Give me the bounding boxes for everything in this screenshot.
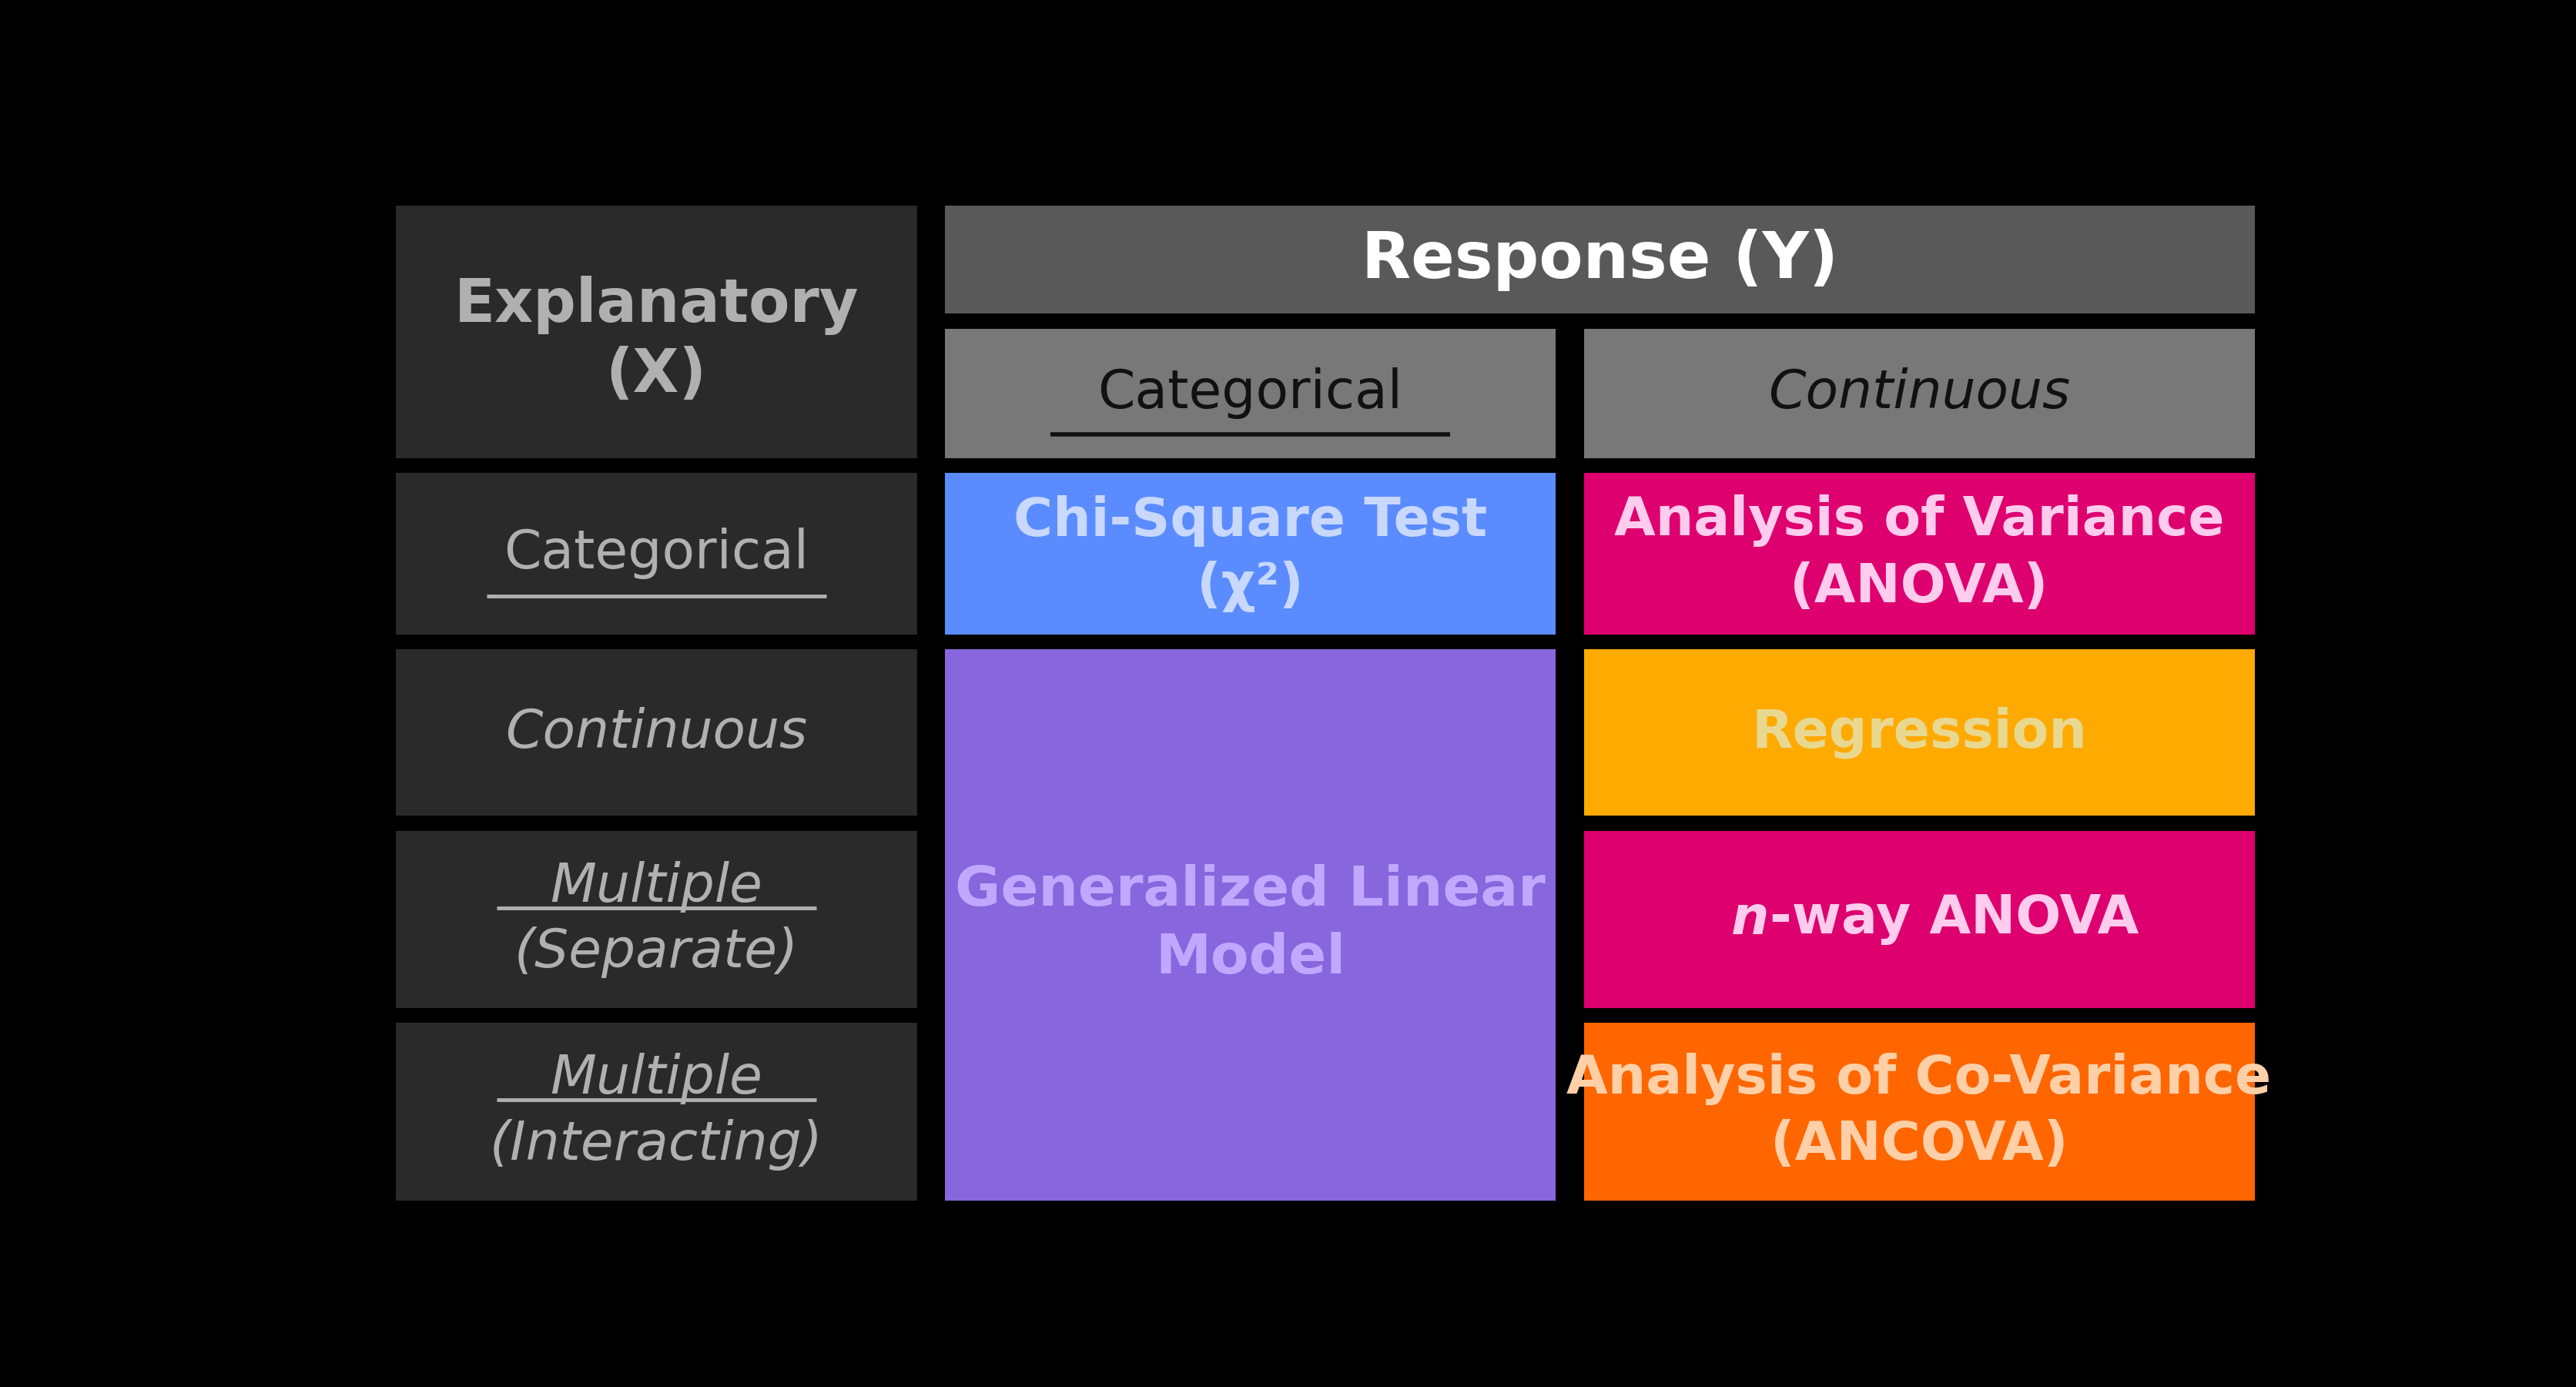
Text: Multiple
(Interacting): Multiple (Interacting) [489, 1053, 824, 1171]
FancyBboxPatch shape [397, 473, 917, 634]
Text: Explanatory: Explanatory [453, 276, 858, 334]
Text: Categorical: Categorical [505, 528, 809, 580]
FancyBboxPatch shape [397, 649, 917, 816]
Text: Regression: Regression [1752, 706, 2087, 759]
Text: Analysis of Co-Variance
(ANCOVA): Analysis of Co-Variance (ANCOVA) [1566, 1053, 2272, 1171]
FancyBboxPatch shape [1584, 473, 2254, 634]
Text: n: n [1731, 893, 1770, 945]
FancyBboxPatch shape [1584, 1024, 2254, 1200]
FancyBboxPatch shape [945, 649, 1556, 1200]
FancyBboxPatch shape [945, 473, 1556, 634]
FancyBboxPatch shape [1584, 831, 2254, 1008]
Text: Categorical: Categorical [1097, 368, 1404, 419]
Text: Analysis of Variance
(ANOVA): Analysis of Variance (ANOVA) [1615, 494, 2223, 613]
FancyBboxPatch shape [945, 329, 1556, 458]
Text: (X): (X) [605, 345, 706, 404]
Text: Response (Y): Response (Y) [1360, 229, 1839, 291]
FancyBboxPatch shape [1584, 649, 2254, 816]
Text: -way ANOVA: -way ANOVA [1770, 893, 2138, 945]
Text: Multiple
(Separate): Multiple (Separate) [515, 860, 799, 978]
Text: Continuous: Continuous [505, 706, 806, 759]
FancyBboxPatch shape [397, 205, 917, 458]
FancyBboxPatch shape [397, 831, 917, 1008]
FancyBboxPatch shape [1584, 329, 2254, 458]
FancyBboxPatch shape [945, 205, 2254, 313]
Text: Generalized Linear
Model: Generalized Linear Model [956, 864, 1546, 985]
FancyBboxPatch shape [397, 1024, 917, 1200]
Text: Continuous: Continuous [1767, 368, 2071, 419]
Text: Chi-Square Test
(χ²): Chi-Square Test (χ²) [1012, 495, 1486, 612]
